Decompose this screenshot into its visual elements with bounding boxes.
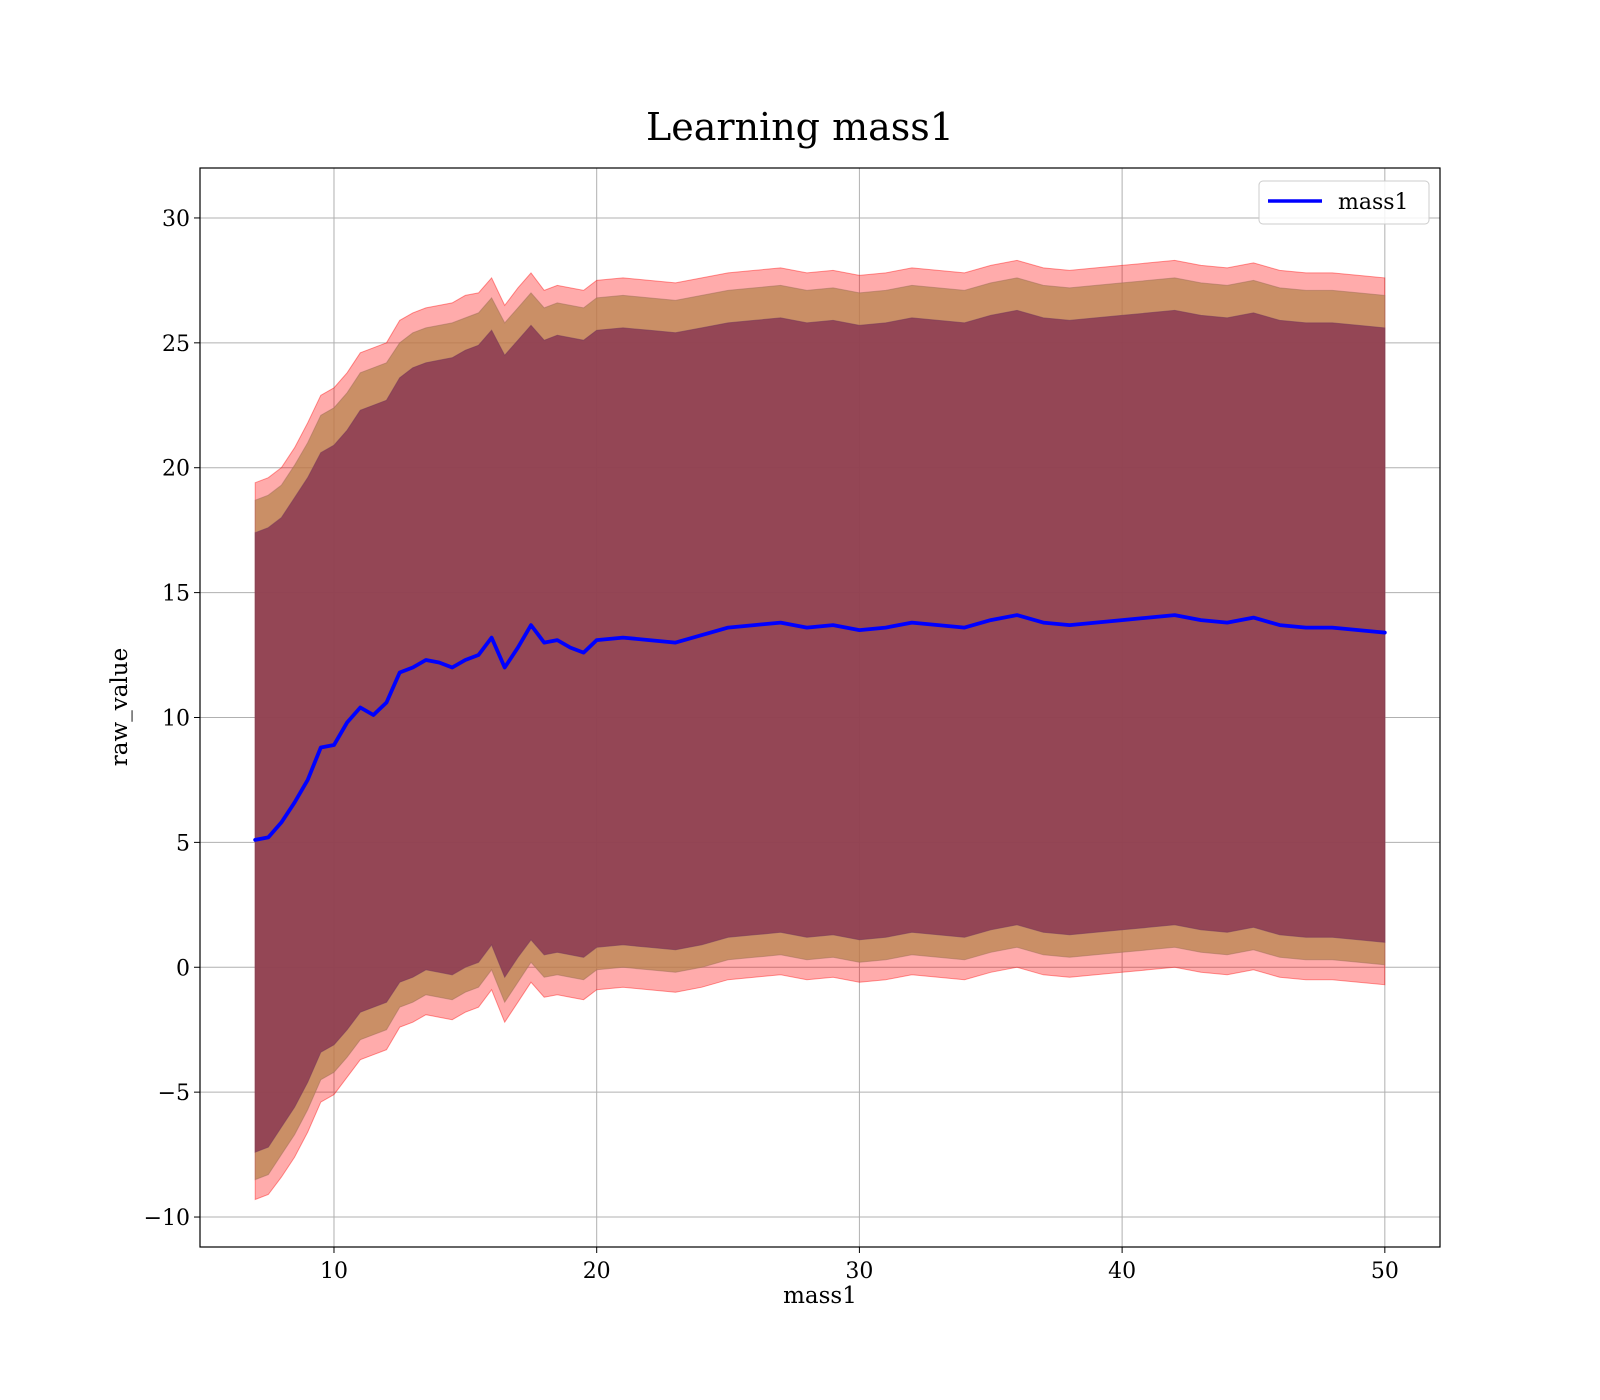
y-tick-label: −10 [144,1206,190,1231]
y-tick-label: 15 [162,582,190,607]
y-axis-label: raw_value [107,648,133,766]
chart-title: Learning mass1 [646,105,954,149]
y-tick-label: 25 [162,332,190,357]
y-tick-label: 10 [162,706,190,731]
y-tick-label: 20 [162,457,190,482]
y-tick-label: 30 [162,207,190,232]
legend-label-mass1: mass1 [1338,190,1409,215]
series-line-mass1 [253,613,1387,842]
series-layer [253,613,1387,842]
x-tick-label: 30 [845,1259,873,1284]
y-tick-label: 5 [176,831,190,856]
x-axis-label: mass1 [783,1283,857,1309]
x-tick-label: 40 [1108,1259,1136,1284]
legend-box [1258,180,1430,225]
x-axis-ticks: 10 20 30 40 50 [320,1247,1399,1284]
legend: mass1 [1258,180,1430,225]
confidence-bands [254,259,1386,1201]
x-tick-label: 20 [583,1259,611,1284]
band-inner [254,309,1386,1153]
plot-frame [199,167,1441,1248]
x-tick-label: 50 [1371,1259,1399,1284]
x-tick-label: 10 [320,1259,348,1284]
y-tick-label: 0 [176,956,190,981]
y-axis-ticks: −10 −5 0 5 10 15 20 25 30 [144,207,200,1231]
y-tick-label: −5 [158,1081,190,1106]
